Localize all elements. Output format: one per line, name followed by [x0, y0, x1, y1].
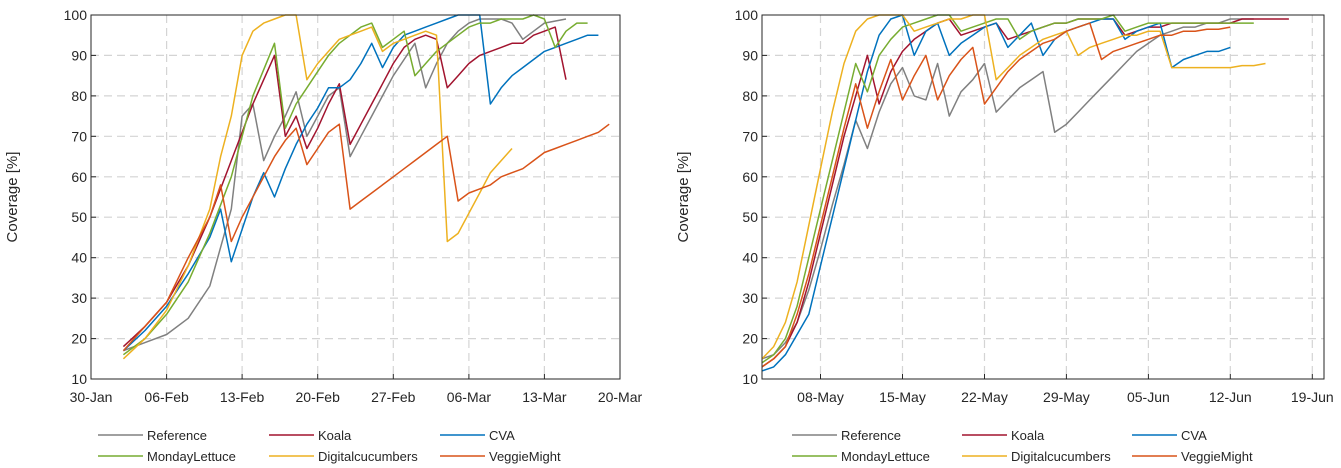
y-axis-label: Coverage [%]	[675, 152, 692, 243]
y-axis-label: Coverage [%]	[4, 152, 21, 243]
legend-label: Digitalcucumbers	[318, 449, 418, 464]
y-tick-label: 40	[742, 250, 758, 266]
y-tick-label: 70	[71, 128, 87, 144]
y-tick-label: 60	[71, 169, 87, 185]
legend-label: Koala	[1011, 428, 1045, 443]
x-tick-label: 19-Jun	[1291, 389, 1334, 405]
series-line-reference	[761, 18, 1254, 360]
series-line-digitalcucumbers	[761, 14, 1266, 360]
legend-label: CVA	[1181, 428, 1207, 443]
axes-box	[761, 14, 1325, 380]
series-line-digitalcucumbers	[122, 14, 513, 360]
y-tick-label: 80	[71, 88, 87, 104]
legend-label: Digitalcucumbers	[1011, 449, 1111, 464]
y-tick-label: 20	[71, 331, 87, 347]
series-line-reference	[123, 18, 567, 352]
y-tick-label: 50	[71, 209, 87, 225]
legend-label: CVA	[489, 428, 515, 443]
y-tick-label: 20	[742, 331, 758, 347]
y-tick-label: 100	[64, 7, 88, 23]
x-tick-label: 20-Feb	[296, 389, 341, 405]
y-tick-label: 90	[71, 47, 87, 63]
x-tick-label: 08-May	[797, 389, 844, 405]
legend-label: VeggieMight	[489, 449, 561, 464]
y-tick-label: 30	[742, 290, 758, 306]
legend: Reference Koala CVA MondayLettuce Digitalcuc…	[98, 428, 561, 464]
legend-label: Reference	[147, 428, 207, 443]
x-tick-label: 13-Mar	[522, 389, 567, 405]
series-line-mondaylettuce	[122, 14, 588, 356]
y-tick-label: 90	[742, 47, 758, 63]
y-tick-label: 30	[71, 290, 87, 306]
x-tick-label: 13-Feb	[220, 389, 265, 405]
series-line-veggiemight	[122, 123, 610, 352]
series-line-mondaylettuce	[761, 14, 1254, 364]
x-tick-label: 06-Mar	[447, 389, 492, 405]
legend-label: Koala	[318, 428, 352, 443]
y-tick-label: 60	[742, 169, 758, 185]
y-tick-label: 80	[742, 88, 758, 104]
y-tick-label: 50	[742, 209, 758, 225]
series-line-veggiemight	[761, 22, 1231, 368]
series-line-koala	[122, 26, 567, 348]
x-tick-label: 22-May	[961, 389, 1008, 405]
x-tick-label: 05-Jun	[1127, 389, 1170, 405]
legend-label: VeggieMight	[1181, 449, 1253, 464]
y-tick-label: 100	[735, 7, 759, 23]
y-tick-label: 40	[71, 250, 87, 266]
legend-label: Reference	[841, 428, 901, 443]
axes-box	[90, 14, 621, 380]
legend-label: MondayLettuce	[147, 449, 236, 464]
series-line-cva	[761, 14, 1231, 372]
x-tick-label: 20-Mar	[598, 389, 643, 405]
grid	[762, 15, 1324, 379]
y-tick-label: 70	[742, 128, 758, 144]
x-tick-label: 12-Jun	[1209, 389, 1252, 405]
y-tick-label: 10	[742, 371, 758, 387]
chart-panel-2: 08-May 15-May 22-May 29-May 05-Jun 12-Jun 19-J…	[675, 7, 1334, 464]
x-tick-label: 27-Feb	[371, 389, 416, 405]
y-tick-label: 10	[71, 371, 87, 387]
series-line-cva	[122, 14, 599, 352]
legend-label: MondayLettuce	[841, 449, 930, 464]
x-tick-label: 15-May	[879, 389, 926, 405]
chart-panel-1: 30-Jan 06-Feb 13-Feb 20-Feb 27-Feb 06-Mar 13-M…	[4, 7, 643, 464]
series-line-koala	[761, 18, 1289, 368]
grid	[91, 15, 620, 379]
x-tick-label: 30-Jan	[70, 389, 113, 405]
x-tick-label: 06-Feb	[144, 389, 189, 405]
legend: Reference Koala CVA MondayLettuce Digitalcuc…	[792, 428, 1253, 464]
x-tick-label: 29-May	[1043, 389, 1090, 405]
